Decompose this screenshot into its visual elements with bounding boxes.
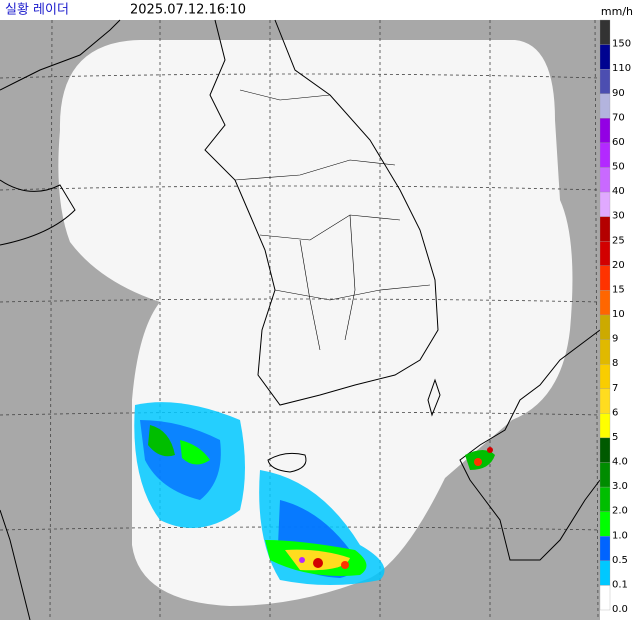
legend-swatch xyxy=(599,118,611,144)
legend-label: 1.0 xyxy=(612,530,628,541)
legend-swatch xyxy=(599,511,611,537)
legend-label: 0.5 xyxy=(612,555,628,566)
legend-swatch xyxy=(599,93,611,119)
legend-swatch xyxy=(599,290,611,316)
grid xyxy=(0,19,601,620)
legend-label: 60 xyxy=(612,137,625,148)
legend-swatch xyxy=(599,486,611,512)
legend-label: 2.0 xyxy=(612,506,628,517)
legend-swatch xyxy=(599,560,611,586)
legend-label: 9 xyxy=(612,334,618,345)
province-borders xyxy=(234,89,431,351)
legend-swatch xyxy=(599,167,611,193)
legend-label: 90 xyxy=(612,88,625,99)
legend: 150 110 90 70 60 50 40 30 25 20 15 10 9 8 7 6 5 4.0 3.0 2.0… xyxy=(599,19,631,615)
legend-label: 10 xyxy=(612,309,625,320)
legend-swatch xyxy=(599,69,611,94)
legend-label: 15 xyxy=(612,284,625,295)
legend-swatch xyxy=(599,241,611,266)
timestamp: 2025.07.12.16:10 xyxy=(130,3,246,18)
legend-label: 30 xyxy=(612,211,625,222)
legend-label: 150 xyxy=(612,39,631,50)
legend-label: 25 xyxy=(612,235,625,246)
legend-swatch xyxy=(599,388,611,414)
legend-label: 5 xyxy=(612,432,618,443)
legend-swatch xyxy=(599,19,611,45)
legend-swatch xyxy=(599,413,611,439)
legend-swatch xyxy=(599,142,611,168)
legend-label: 70 xyxy=(612,112,625,123)
legend-swatch xyxy=(599,44,611,70)
coastlines xyxy=(0,19,601,620)
legend-label: 7 xyxy=(612,383,618,394)
legend-swatch xyxy=(599,437,611,463)
legend-label: 4.0 xyxy=(612,457,628,468)
legend-label: 50 xyxy=(612,162,625,173)
legend-swatch xyxy=(599,364,611,389)
legend-swatch xyxy=(599,585,611,611)
legend-label: 6 xyxy=(612,407,618,418)
legend-label: 110 xyxy=(612,63,631,74)
legend-label: 0.0 xyxy=(612,604,628,615)
legend-swatch xyxy=(599,216,611,242)
legend-label: 8 xyxy=(612,358,618,369)
legend-swatch xyxy=(599,536,611,561)
legend-swatch xyxy=(599,462,611,488)
legend-swatch xyxy=(599,191,611,217)
legend-swatch xyxy=(599,339,611,365)
title: 실황 레이더 xyxy=(5,3,69,18)
legend-swatch xyxy=(599,314,611,340)
legend-swatch xyxy=(599,265,611,291)
legend-label: 3.0 xyxy=(612,481,628,492)
map xyxy=(0,19,601,620)
legend-label: 0.1 xyxy=(612,579,628,590)
legend-label: 40 xyxy=(612,186,625,197)
precipitation xyxy=(134,402,495,585)
legend-label: 20 xyxy=(612,260,625,271)
unit: mm/h xyxy=(601,5,633,18)
